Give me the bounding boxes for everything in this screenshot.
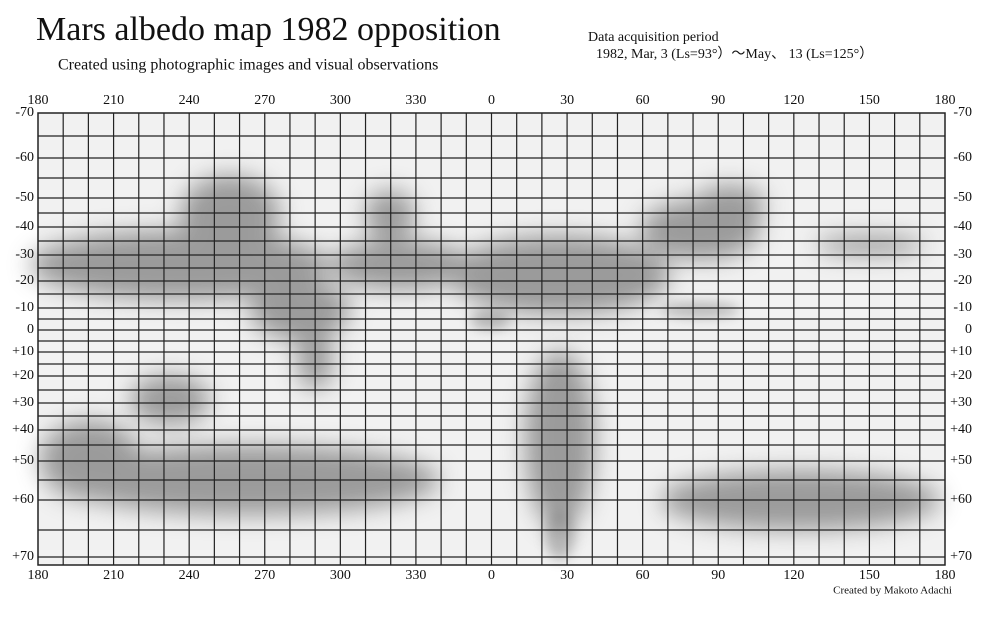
latitude-label: -70 bbox=[15, 105, 34, 120]
dark-region bbox=[545, 510, 575, 560]
latitude-label: -10 bbox=[15, 300, 34, 315]
title: Mars albedo map 1982 opposition bbox=[36, 11, 501, 48]
longitude-label: 60 bbox=[636, 93, 650, 108]
longitude-label: 150 bbox=[859, 93, 880, 108]
longitude-label: 0 bbox=[488, 93, 495, 108]
map bbox=[30, 112, 946, 566]
longitude-label: 270 bbox=[254, 568, 275, 583]
longitude-label: 330 bbox=[405, 93, 426, 108]
latitude-label: +50 bbox=[950, 453, 972, 468]
latitude-label: 0 bbox=[965, 322, 972, 337]
longitude-label: 0 bbox=[488, 568, 495, 583]
longitude-label: 180 bbox=[935, 568, 956, 583]
latitude-label: -50 bbox=[15, 190, 34, 205]
longitude-label: 210 bbox=[103, 93, 124, 108]
latitude-label: 0 bbox=[27, 322, 34, 337]
longitude-label: 330 bbox=[405, 568, 426, 583]
map-frame bbox=[37, 112, 946, 566]
latitude-label: -30 bbox=[15, 247, 34, 262]
longitude-label: 120 bbox=[783, 568, 804, 583]
latitude-label: -10 bbox=[953, 300, 972, 315]
longitude-label: 120 bbox=[783, 93, 804, 108]
dark-region bbox=[130, 375, 210, 425]
latitude-label: -60 bbox=[953, 150, 972, 165]
latitude-label: +20 bbox=[950, 368, 972, 383]
dark-region bbox=[40, 420, 140, 500]
latitude-label: -60 bbox=[15, 150, 34, 165]
longitude-label: 240 bbox=[179, 568, 200, 583]
longitude-label: 30 bbox=[560, 568, 574, 583]
dark-region bbox=[660, 302, 740, 318]
latitude-label: +60 bbox=[950, 492, 972, 507]
longitude-label: 90 bbox=[711, 93, 725, 108]
latitude-label: +40 bbox=[950, 422, 972, 437]
longitude-label: 180 bbox=[28, 568, 49, 583]
latitude-label: +30 bbox=[12, 395, 34, 410]
latitude-label: +30 bbox=[950, 395, 972, 410]
longitude-label: 240 bbox=[179, 93, 200, 108]
period-title: Data acquisition period bbox=[588, 30, 719, 45]
latitude-label: +10 bbox=[12, 344, 34, 359]
credit: Created by Makoto Adachi bbox=[833, 585, 952, 597]
latitude-label: +10 bbox=[950, 344, 972, 359]
latitude-label: -20 bbox=[15, 273, 34, 288]
latitude-label: -70 bbox=[953, 105, 972, 120]
longitude-label: 300 bbox=[330, 93, 351, 108]
grid bbox=[38, 113, 945, 565]
latitude-label: -30 bbox=[953, 247, 972, 262]
longitude-label: 150 bbox=[859, 568, 880, 583]
latitude-label: -20 bbox=[953, 273, 972, 288]
latitude-label: -40 bbox=[15, 219, 34, 234]
longitude-label: 300 bbox=[330, 568, 351, 583]
latitude-label: +70 bbox=[950, 549, 972, 564]
dark-region bbox=[470, 310, 510, 330]
latitude-label: +50 bbox=[12, 453, 34, 468]
latitude-label: +60 bbox=[12, 492, 34, 507]
longitude-label: 270 bbox=[254, 93, 275, 108]
dark-region bbox=[525, 350, 595, 530]
latitude-label: -40 bbox=[953, 219, 972, 234]
latitude-label: +20 bbox=[12, 368, 34, 383]
longitude-label: 210 bbox=[103, 568, 124, 583]
dark-region bbox=[180, 175, 280, 255]
latitude-label: -50 bbox=[953, 190, 972, 205]
dark-region bbox=[250, 280, 350, 340]
dark-region bbox=[450, 235, 670, 315]
subtitle: Created using photographic images and vi… bbox=[58, 57, 438, 74]
longitude-label: 180 bbox=[935, 93, 956, 108]
dark-region bbox=[330, 240, 470, 290]
longitude-label: 30 bbox=[560, 93, 574, 108]
latitude-label: +40 bbox=[12, 422, 34, 437]
longitude-label: 90 bbox=[711, 568, 725, 583]
latitude-label: +70 bbox=[12, 549, 34, 564]
dark-region bbox=[695, 185, 765, 225]
longitude-label: 60 bbox=[636, 568, 650, 583]
period: 1982, Mar, 3 (Ls=93°）～May、 13 (Ls=125°） bbox=[596, 46, 873, 62]
longitude-label: 180 bbox=[28, 93, 49, 108]
